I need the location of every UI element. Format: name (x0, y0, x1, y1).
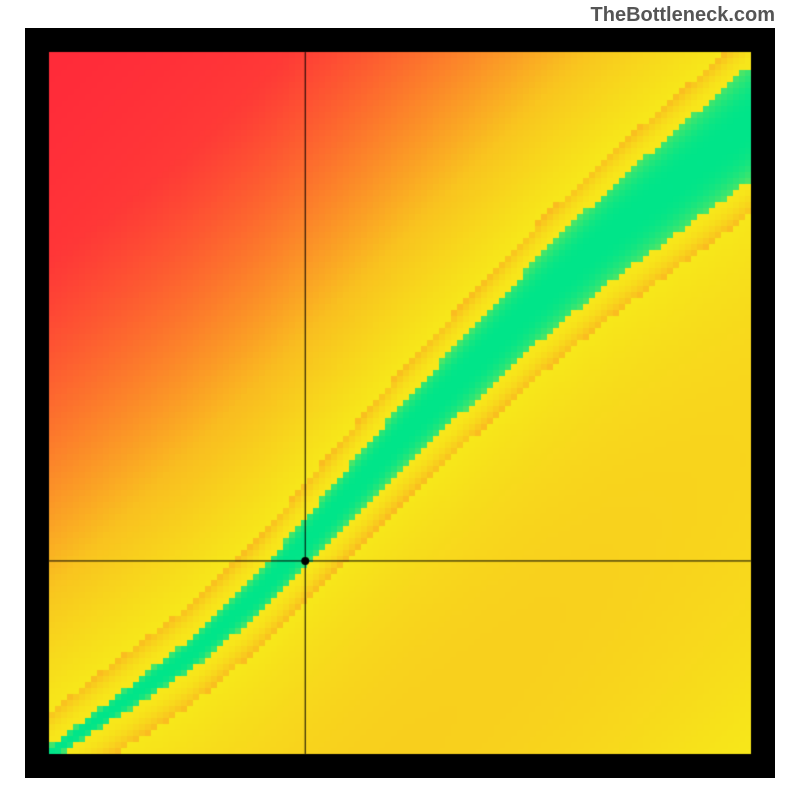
crosshair-overlay (25, 28, 775, 778)
plot-area (25, 28, 775, 778)
chart-container: TheBottleneck.com (0, 0, 800, 800)
attribution-label: TheBottleneck.com (591, 4, 775, 27)
